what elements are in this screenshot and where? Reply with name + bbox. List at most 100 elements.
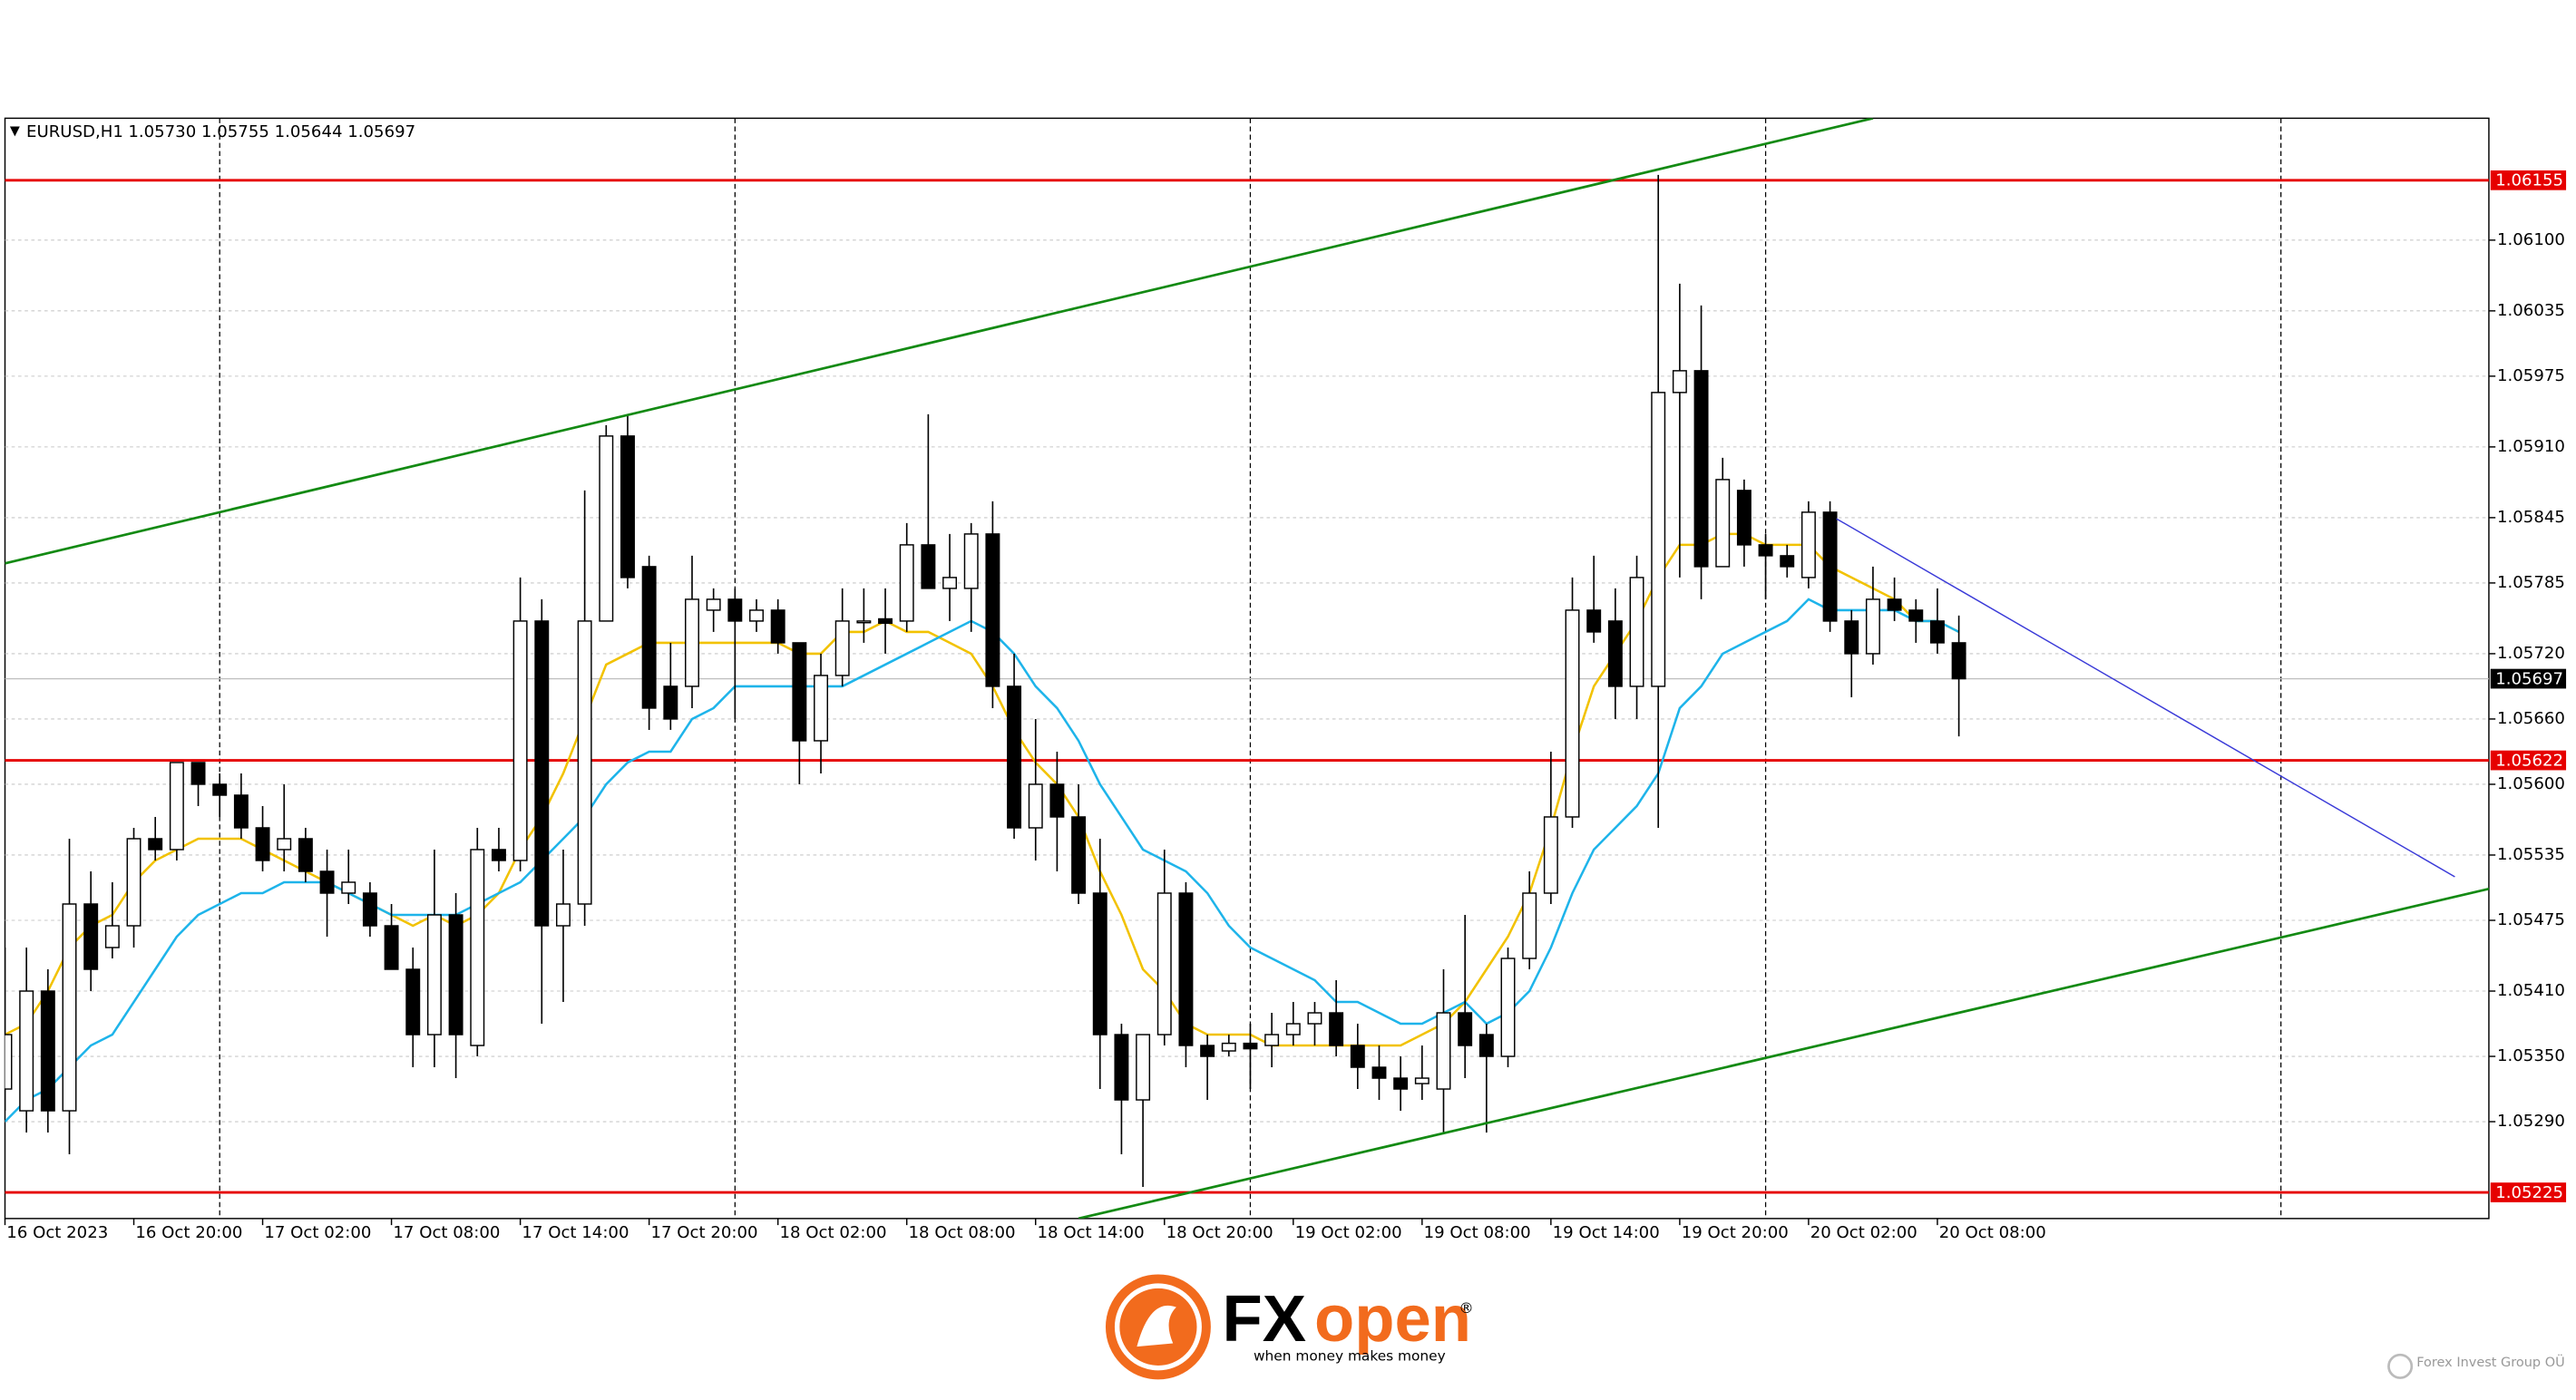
- candle-body: [1929, 620, 1945, 644]
- candle-body: [1780, 555, 1795, 568]
- x-tick-label: 18 Oct 02:00: [779, 1223, 886, 1242]
- candle-body: [470, 849, 485, 1046]
- candle-body: [577, 620, 592, 905]
- candle-body: [1607, 620, 1623, 687]
- candle-body: [19, 990, 34, 1112]
- y-tick-label: 1.05785: [2497, 573, 2565, 592]
- candle-body: [1092, 892, 1107, 1035]
- candle-body: [1758, 544, 1773, 557]
- x-tick-label: 18 Oct 08:00: [909, 1223, 1016, 1242]
- candle-body: [1565, 609, 1580, 818]
- y-tick-label: 1.06035: [2497, 301, 2565, 320]
- candle-body: [1329, 1012, 1344, 1046]
- candle-body: [963, 533, 979, 589]
- candle-body: [792, 642, 807, 742]
- candle-body: [83, 903, 99, 970]
- brand-fx: FX: [1223, 1282, 1307, 1356]
- candle-body: [770, 609, 785, 644]
- candle-body: [620, 435, 635, 578]
- plot-frame: [4, 117, 2490, 1220]
- registered: ®: [1459, 1299, 1473, 1317]
- candle-body: [1243, 1042, 1258, 1050]
- x-tick-label: 18 Oct 14:00: [1038, 1223, 1145, 1242]
- candle-body: [641, 566, 657, 709]
- candle-body: [277, 838, 292, 851]
- candle-body: [405, 968, 421, 1035]
- axes-layer: 1.06100 1.06035 1.05975 1.05910 1.05845 1.057…: [4, 170, 2567, 1242]
- candle-body: [1071, 816, 1087, 894]
- y-tick-label: 1.05600: [2497, 774, 2565, 793]
- candle-body: [1500, 958, 1516, 1057]
- candle-body: [298, 838, 313, 872]
- candle-body: [899, 544, 914, 622]
- x-tick-label: 19 Oct 14:00: [1553, 1223, 1660, 1242]
- grid-layer: [5, 118, 2489, 1219]
- plot-layer: [5, 118, 2489, 1219]
- candle-body: [1651, 392, 1666, 687]
- price-label: 1.05225: [2495, 1183, 2563, 1202]
- company-icon: [2387, 1353, 2414, 1379]
- candle-body: [856, 620, 872, 624]
- candle-body: [749, 609, 764, 622]
- candle-body: [1178, 892, 1194, 1046]
- y-tick-label: 1.05290: [2497, 1112, 2565, 1131]
- candle-body: [1307, 1012, 1322, 1025]
- candle-body: [1629, 577, 1644, 687]
- candle-body: [5, 1034, 13, 1090]
- candle-body: [426, 914, 442, 1035]
- x-tick-label: 17 Oct 02:00: [264, 1223, 371, 1242]
- price-label: 1.05697: [2495, 669, 2563, 688]
- candle-body: [1672, 370, 1687, 394]
- logo-ring: [1114, 1283, 1202, 1371]
- menu-arrow[interactable]: [9, 126, 20, 137]
- candle-body: [1800, 511, 1816, 578]
- x-tick-label: 19 Oct 20:00: [1682, 1223, 1789, 1242]
- symbol-title: EURUSD,H1: [26, 122, 123, 141]
- candle-body: [169, 762, 184, 851]
- y-tick-label: 1.05475: [2497, 910, 2565, 929]
- candle-body: [1951, 642, 1966, 680]
- candle-body: [1715, 479, 1731, 568]
- x-tick-label: 17 Oct 08:00: [393, 1223, 500, 1242]
- candle-body: [1414, 1077, 1429, 1084]
- x-tick-label: 19 Oct 08:00: [1424, 1223, 1531, 1242]
- tagline: when money makes money: [1254, 1348, 1446, 1365]
- y-tick-label: 1.05845: [2497, 508, 2565, 527]
- candle-body: [663, 685, 678, 720]
- trend-line: [1078, 887, 2489, 1219]
- x-tick-label: 16 Oct 20:00: [135, 1223, 242, 1242]
- x-tick-label: 20 Oct 02:00: [1810, 1223, 1917, 1242]
- price-label-box: [2490, 170, 2567, 190]
- candle-body: [384, 925, 399, 970]
- candle-body: [190, 762, 206, 785]
- candle-body: [1264, 1034, 1280, 1046]
- y-tick-label: 1.05660: [2497, 709, 2565, 728]
- candle-body: [1887, 598, 1902, 611]
- price-label-box: [2490, 1182, 2567, 1202]
- candle-body: [512, 620, 528, 861]
- candle-body: [1478, 1034, 1494, 1057]
- candle-body: [534, 620, 550, 927]
- candle-body: [1522, 892, 1537, 959]
- candle-body: [1285, 1023, 1301, 1035]
- x-tick-label: 17 Oct 20:00: [650, 1223, 757, 1242]
- candle-body: [727, 598, 743, 622]
- candle-body: [1586, 609, 1602, 633]
- candle-body: [685, 598, 699, 687]
- logo-figure: [1137, 1305, 1176, 1347]
- candle-body: [1908, 609, 1924, 622]
- candle-body: [319, 870, 335, 894]
- x-tick-label: 17 Oct 14:00: [522, 1223, 629, 1242]
- candle-body: [104, 925, 120, 948]
- candle-body: [1156, 892, 1172, 1035]
- candle-body: [1543, 816, 1558, 894]
- quote: 1.05730 1.05755 1.05644 1.05697: [128, 122, 415, 141]
- candle-body: [1393, 1077, 1409, 1090]
- candle-body: [212, 783, 228, 796]
- candle-body: [1436, 1012, 1451, 1090]
- company: Forex Invest Group OÜ: [2416, 1354, 2564, 1370]
- candle-body: [921, 544, 936, 589]
- brand-open: open: [1314, 1282, 1471, 1356]
